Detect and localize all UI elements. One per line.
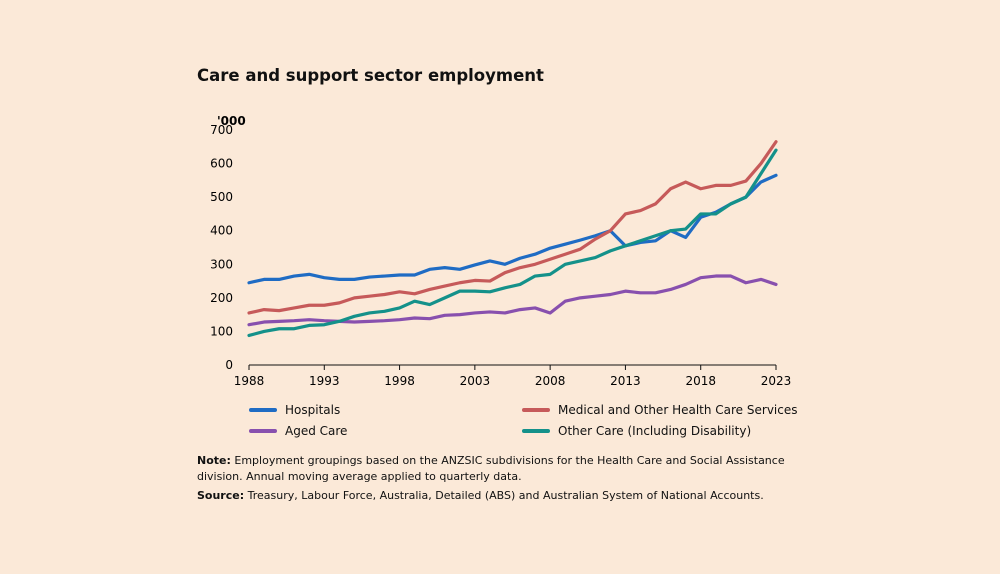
y-tick-label: 100 xyxy=(210,324,233,338)
y-tick-label: 400 xyxy=(210,224,233,238)
y-tick-label: 700 xyxy=(210,123,233,137)
x-tick-label: 1993 xyxy=(309,374,340,388)
chart-source: Source: Treasury, Labour Force, Australi… xyxy=(197,489,764,502)
legend-label: Other Care (Including Disability) xyxy=(558,424,752,438)
y-tick-label: 300 xyxy=(210,257,233,271)
legend-swatch xyxy=(522,408,550,412)
x-tick-label: 2008 xyxy=(535,374,566,388)
chart-note: Note: Employment groupings based on the … xyxy=(197,453,797,485)
x-tick-label: 2018 xyxy=(685,374,716,388)
note-label: Note: xyxy=(197,454,231,467)
source-text: Treasury, Labour Force, Australia, Detai… xyxy=(244,489,764,502)
series-line-hospitals xyxy=(247,173,778,285)
legend-label: Aged Care xyxy=(285,424,348,438)
legend-medical: Medical and Other Health Care Services xyxy=(522,403,797,417)
legend-hospitals: Hospitals xyxy=(249,403,340,417)
series-line-other-care-including-disability- xyxy=(247,148,778,338)
x-tick-label: 1988 xyxy=(234,374,265,388)
x-tick-label: 2013 xyxy=(610,374,641,388)
note-text: Employment groupings based on the ANZSIC… xyxy=(197,454,785,483)
legend-swatch xyxy=(249,429,277,433)
y-axis-unit: '000 xyxy=(217,114,246,128)
x-tick-label: 2023 xyxy=(761,374,792,388)
source-label: Source: xyxy=(197,489,245,502)
x-tick-label: 2003 xyxy=(460,374,491,388)
chart-title: Care and support sector employment xyxy=(197,66,544,85)
x-tick-label: 1998 xyxy=(384,374,415,388)
series-line-medical-and-other-health-care-services xyxy=(247,140,778,315)
legend-aged-care: Aged Care xyxy=(249,424,347,438)
legend-label: Hospitals xyxy=(285,403,341,417)
legend-swatch xyxy=(249,408,277,412)
legend-other-care: Other Care (Including Disability) xyxy=(522,424,751,438)
y-tick-label: 500 xyxy=(210,190,233,204)
y-tick-label: 600 xyxy=(210,157,233,171)
y-tick-label: 0 xyxy=(225,358,233,372)
series-line-aged-care xyxy=(247,274,778,327)
legend-swatch xyxy=(522,429,550,433)
y-tick-label: 200 xyxy=(210,291,233,305)
legend-label: Medical and Other Health Care Services xyxy=(558,403,798,417)
